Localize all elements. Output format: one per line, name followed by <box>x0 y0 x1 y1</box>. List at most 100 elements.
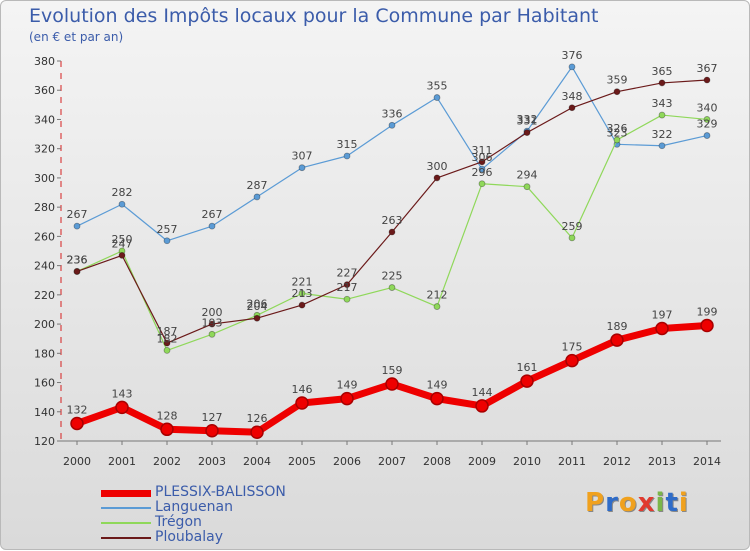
data-point <box>118 251 126 259</box>
data-point <box>343 295 351 303</box>
data-label: 343 <box>652 97 673 110</box>
y-tick-label: 240 <box>34 260 55 273</box>
data-point <box>340 391 354 406</box>
data-label: 282 <box>112 186 133 199</box>
data-label: 367 <box>697 62 718 75</box>
data-point <box>523 183 531 191</box>
y-tick-label: 120 <box>34 435 55 448</box>
data-point <box>388 284 396 291</box>
data-point <box>298 164 306 172</box>
x-tick-label: 2012 <box>603 455 631 468</box>
data-point <box>118 200 126 208</box>
legend-swatch <box>101 522 151 524</box>
data-point <box>703 132 711 139</box>
data-point <box>655 321 669 336</box>
data-point <box>478 158 486 166</box>
proxiti-logo: Proxiti <box>585 488 689 518</box>
legend-swatch <box>101 507 151 509</box>
data-label: 146 <box>292 383 313 396</box>
x-tick-label: 2007 <box>378 455 406 468</box>
legend-swatch <box>101 537 151 539</box>
data-label: 132 <box>67 403 88 416</box>
data-point <box>343 281 351 289</box>
data-point <box>433 174 441 182</box>
x-tick-label: 2011 <box>558 455 586 468</box>
y-tick-label: 220 <box>34 289 55 302</box>
x-tick-label: 2005 <box>288 455 316 468</box>
data-point <box>430 391 444 406</box>
data-point <box>385 377 399 391</box>
x-tick-label: 2009 <box>468 455 496 468</box>
data-point <box>163 346 171 354</box>
data-point <box>208 320 216 328</box>
data-label: 355 <box>427 80 448 93</box>
data-label: 225 <box>382 270 403 283</box>
data-point <box>568 234 576 242</box>
data-point <box>523 129 531 137</box>
data-point <box>163 339 171 347</box>
data-point <box>658 79 666 87</box>
data-point <box>565 353 579 368</box>
legend-label: Ploubalay <box>155 529 223 545</box>
data-point <box>475 399 489 413</box>
data-label: 149 <box>337 379 358 392</box>
legend-label: Trégon <box>155 514 202 530</box>
data-label: 236 <box>67 253 88 266</box>
data-point <box>253 314 261 322</box>
chart-subtitle: (en € et par an) <box>29 30 124 44</box>
data-label: 263 <box>382 214 403 227</box>
y-tick-label: 300 <box>34 172 55 185</box>
x-tick-label: 2004 <box>243 455 271 468</box>
data-point <box>703 76 711 84</box>
data-label: 365 <box>652 65 673 78</box>
y-tick-label: 160 <box>34 377 55 390</box>
data-label: 359 <box>607 74 628 87</box>
data-label: 128 <box>157 409 178 422</box>
data-label: 197 <box>652 308 673 321</box>
data-point <box>163 237 171 245</box>
data-label: 323 <box>607 126 628 139</box>
data-point <box>250 425 264 439</box>
y-tick-label: 140 <box>34 406 55 419</box>
data-label: 161 <box>517 361 538 374</box>
data-label: 307 <box>292 150 313 163</box>
data-label: 199 <box>697 306 718 319</box>
data-point <box>703 116 711 123</box>
data-point <box>478 180 486 188</box>
data-label: 193 <box>202 316 223 329</box>
data-point <box>388 121 396 129</box>
y-tick-label: 380 <box>34 55 55 68</box>
data-point <box>613 88 621 96</box>
data-point <box>73 268 81 275</box>
data-point <box>568 104 576 112</box>
y-tick-label: 280 <box>34 201 55 214</box>
x-tick-label: 2013 <box>648 455 676 468</box>
x-tick-label: 2006 <box>333 455 361 468</box>
data-label: 311 <box>472 144 493 157</box>
x-tick-label: 2003 <box>198 455 226 468</box>
data-label: 336 <box>382 107 403 120</box>
data-label: 182 <box>157 332 178 345</box>
data-label: 221 <box>292 275 313 288</box>
data-label: 247 <box>112 237 133 250</box>
data-point <box>298 301 306 309</box>
data-label: 212 <box>427 289 448 302</box>
data-point <box>610 333 624 347</box>
data-point <box>205 424 219 438</box>
data-label: 257 <box>157 223 178 236</box>
y-tick-label: 180 <box>34 347 55 360</box>
data-point <box>613 136 621 144</box>
data-point <box>253 193 261 201</box>
data-label: 348 <box>562 90 583 103</box>
data-label: 189 <box>607 320 628 333</box>
data-label: 144 <box>472 386 493 399</box>
data-point <box>70 416 84 431</box>
data-label: 306 <box>472 151 493 164</box>
y-tick-label: 200 <box>34 318 55 331</box>
y-tick-label: 340 <box>34 113 55 126</box>
data-label: 326 <box>607 122 628 135</box>
data-label: 376 <box>562 49 583 62</box>
data-point <box>478 165 486 173</box>
data-label: 200 <box>202 306 223 319</box>
data-label: 127 <box>202 411 223 424</box>
